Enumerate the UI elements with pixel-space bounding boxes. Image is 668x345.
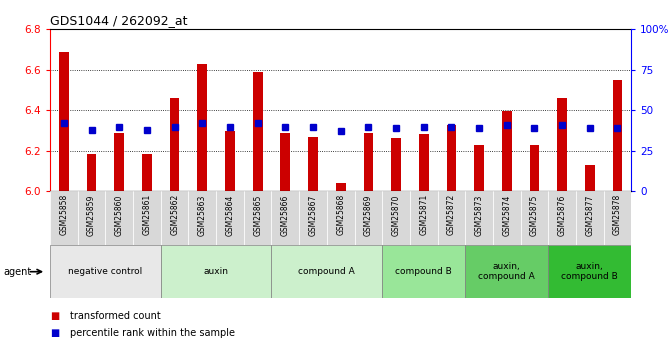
- Bar: [613, 80, 623, 191]
- Bar: [106, 191, 133, 245]
- Text: GSM25868: GSM25868: [336, 194, 345, 235]
- Bar: [438, 191, 465, 245]
- Bar: [271, 245, 382, 298]
- Bar: [410, 191, 438, 245]
- Bar: [604, 191, 631, 245]
- Text: GSM25876: GSM25876: [558, 194, 566, 236]
- Bar: [161, 245, 271, 298]
- Text: ■: ■: [50, 328, 59, 338]
- Bar: [77, 191, 106, 245]
- Text: agent: agent: [3, 267, 31, 277]
- Bar: [50, 245, 161, 298]
- Bar: [281, 133, 290, 191]
- Bar: [465, 245, 548, 298]
- Bar: [87, 154, 96, 191]
- Bar: [50, 191, 77, 245]
- Bar: [225, 131, 235, 191]
- Text: GSM25865: GSM25865: [253, 194, 262, 236]
- Text: auxin: auxin: [204, 267, 228, 276]
- Bar: [327, 191, 355, 245]
- Bar: [170, 98, 180, 191]
- Text: compound B: compound B: [395, 267, 452, 276]
- Bar: [419, 134, 429, 191]
- Text: GDS1044 / 262092_at: GDS1044 / 262092_at: [50, 14, 188, 27]
- Text: auxin,
compound A: auxin, compound A: [478, 262, 535, 282]
- Text: percentile rank within the sample: percentile rank within the sample: [70, 328, 235, 338]
- Bar: [198, 64, 207, 191]
- Text: GSM25862: GSM25862: [170, 194, 179, 235]
- Bar: [557, 98, 567, 191]
- Bar: [216, 191, 244, 245]
- Text: GSM25873: GSM25873: [474, 194, 484, 236]
- Bar: [548, 191, 576, 245]
- Bar: [133, 191, 161, 245]
- Text: GSM25867: GSM25867: [309, 194, 317, 236]
- Bar: [355, 191, 382, 245]
- Text: GSM25866: GSM25866: [281, 194, 290, 236]
- Bar: [465, 191, 493, 245]
- Bar: [493, 191, 520, 245]
- Bar: [548, 245, 631, 298]
- Text: GSM25878: GSM25878: [613, 194, 622, 235]
- Text: GSM25870: GSM25870: [391, 194, 401, 236]
- Text: ■: ■: [50, 311, 59, 321]
- Text: GSM25872: GSM25872: [447, 194, 456, 235]
- Bar: [188, 191, 216, 245]
- Text: GSM25877: GSM25877: [585, 194, 595, 236]
- Text: GSM25875: GSM25875: [530, 194, 539, 236]
- Bar: [502, 111, 512, 191]
- Bar: [336, 183, 345, 191]
- Bar: [59, 52, 69, 191]
- Text: auxin,
compound B: auxin, compound B: [561, 262, 618, 282]
- Bar: [161, 191, 188, 245]
- Bar: [382, 191, 410, 245]
- Text: GSM25859: GSM25859: [87, 194, 96, 236]
- Text: GSM25863: GSM25863: [198, 194, 207, 236]
- Text: GSM25864: GSM25864: [226, 194, 234, 236]
- Text: GSM25858: GSM25858: [59, 194, 68, 235]
- Bar: [271, 191, 299, 245]
- Bar: [585, 165, 595, 191]
- Bar: [299, 191, 327, 245]
- Text: GSM25861: GSM25861: [142, 194, 152, 235]
- Text: GSM25869: GSM25869: [364, 194, 373, 236]
- Text: compound A: compound A: [299, 267, 355, 276]
- Text: GSM25871: GSM25871: [420, 194, 428, 235]
- Bar: [308, 137, 318, 191]
- Bar: [363, 133, 373, 191]
- Bar: [391, 138, 401, 191]
- Text: GSM25874: GSM25874: [502, 194, 511, 236]
- Bar: [530, 145, 539, 191]
- Text: negative control: negative control: [68, 267, 142, 276]
- Bar: [142, 154, 152, 191]
- Bar: [253, 72, 263, 191]
- Bar: [382, 245, 465, 298]
- Bar: [474, 145, 484, 191]
- Text: GSM25860: GSM25860: [115, 194, 124, 236]
- Bar: [114, 133, 124, 191]
- Bar: [446, 125, 456, 191]
- Bar: [244, 191, 271, 245]
- Bar: [520, 191, 548, 245]
- Bar: [576, 191, 604, 245]
- Text: transformed count: transformed count: [70, 311, 161, 321]
